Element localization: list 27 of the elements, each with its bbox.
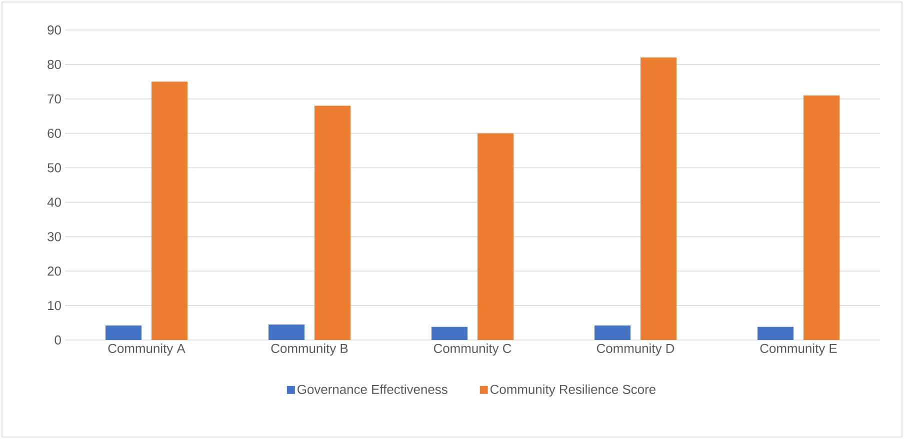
y-tick-label: 80 — [48, 60, 61, 70]
x-tick-label: Community E — [760, 344, 837, 356]
bar — [640, 58, 677, 340]
x-tick-label: Community C — [434, 344, 512, 356]
y-tick-label: 0 — [54, 335, 61, 345]
y-tick-label: 40 — [47, 198, 61, 207]
bar — [268, 324, 305, 340]
x-tick-label: Community B — [271, 344, 348, 356]
bar — [432, 326, 468, 340]
bar — [152, 82, 188, 340]
y-tick-label: 50 — [48, 163, 61, 172]
x-tick-label: Community D — [596, 344, 674, 356]
bar — [106, 326, 142, 340]
x-tick-label: Community A — [108, 344, 186, 356]
legend-label: Governance Effectiveness — [298, 384, 448, 394]
y-tick-label: 20 — [48, 266, 61, 276]
legend-label: Community Resilience Score — [490, 384, 656, 397]
y-tick-label: 60 — [48, 128, 61, 138]
y-tick-label: 70 — [48, 94, 61, 104]
bar — [804, 95, 840, 340]
bar — [758, 326, 794, 340]
bar — [478, 133, 514, 340]
y-tick-label: 30 — [48, 232, 61, 242]
y-tick-label: 10 — [48, 300, 61, 310]
y-tick-label: 90 — [48, 25, 61, 35]
bar — [314, 106, 351, 340]
bar — [594, 326, 631, 340]
